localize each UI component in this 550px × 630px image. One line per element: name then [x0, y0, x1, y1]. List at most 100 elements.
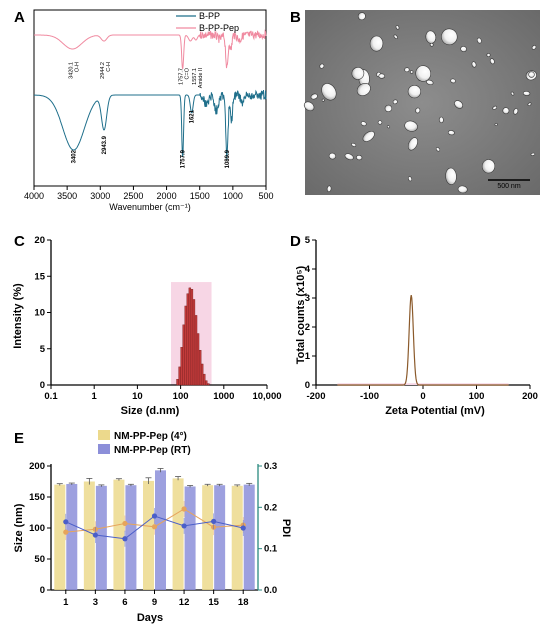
- dls-bar: [184, 305, 187, 386]
- x-tick-label-a: 2500: [123, 191, 143, 201]
- dls-bar: [180, 347, 183, 386]
- scale-bar-label: 500 nm: [497, 183, 521, 190]
- peak-group-pep: Amide II: [198, 68, 204, 89]
- x-tick-label-a: 4000: [24, 191, 44, 201]
- tem-particle: [369, 35, 384, 52]
- tem-particle: [356, 154, 363, 161]
- peak-label-pp: 1621: [190, 109, 196, 123]
- legend-a: B-PP B-PP-Pep: [176, 11, 239, 33]
- dls-axes: 0 5 10 15 20 0.1 1 10 100 1000 10,000: [34, 235, 281, 402]
- pdi-point-4c: [181, 506, 187, 512]
- y-tick-label-e: 50: [34, 554, 45, 565]
- panel-label-b: B: [290, 9, 301, 26]
- bar-rt: [66, 483, 78, 590]
- tem-particle: [321, 98, 325, 102]
- tem-particle: [407, 85, 422, 99]
- legend-label-rt: NM-PP-Pep (RT): [114, 445, 191, 456]
- dls-bar: [200, 363, 204, 386]
- tem-particle: [415, 107, 421, 114]
- tem-image: [305, 10, 540, 195]
- x-tick-label-d: 0: [420, 391, 425, 402]
- x-tick-label-c: 1: [92, 391, 98, 402]
- tem-particle: [492, 105, 497, 110]
- y-tick-label-d: 1: [305, 351, 311, 362]
- tem-particle: [450, 78, 456, 84]
- bar-4c: [113, 479, 125, 590]
- stability-bars: [54, 468, 255, 590]
- tem-particle: [351, 142, 357, 147]
- pdi-point-rt: [211, 518, 217, 524]
- tem-particle: [486, 53, 491, 57]
- y-axis-label-right-e: PDI: [280, 519, 292, 537]
- bar-4c: [172, 478, 184, 590]
- tem-particle: [303, 101, 315, 112]
- peak-group-pep: O-H: [74, 62, 80, 72]
- y-axis-label-d: Total counts (x10⁵): [295, 265, 307, 364]
- tem-particle: [407, 137, 418, 151]
- x-tick-label-d: -100: [360, 391, 379, 402]
- bar-4c: [231, 485, 243, 590]
- tem-particle: [471, 61, 477, 68]
- dls-bar: [205, 380, 208, 386]
- bar-rt: [214, 485, 226, 590]
- peak-group-pep: C=O: [185, 67, 191, 79]
- dls-bar: [188, 287, 192, 386]
- x-tick-label-c: 10,000: [252, 391, 281, 402]
- y-tick-label-right-e: 0.3: [264, 461, 277, 472]
- tem-particle: [360, 121, 367, 127]
- tem-particles: [303, 12, 537, 194]
- tem-particle: [351, 67, 365, 80]
- pdi-lines: [63, 500, 246, 547]
- tem-particle: [528, 71, 535, 78]
- y-tick-label-e: 0: [40, 585, 45, 596]
- x-tick-label-c: 0.1: [44, 391, 58, 402]
- tem-particle: [460, 45, 467, 53]
- peak-label-pp: 1757.9: [181, 149, 187, 168]
- dls-bar: [203, 373, 206, 386]
- x-tick-label-a: 1000: [223, 191, 243, 201]
- bar-rt: [184, 486, 196, 590]
- tem-particle: [386, 125, 391, 129]
- peak-label-pp: 1089.9: [225, 149, 231, 168]
- tem-particle: [489, 58, 495, 65]
- bar-4c: [83, 481, 95, 590]
- peak-label-pep: 3420.1: [68, 62, 74, 79]
- x-tick-label-d: 200: [522, 391, 538, 402]
- peak-label-pp: 2943.9: [102, 135, 108, 154]
- y-axis-label-c: Intensity (%): [12, 283, 24, 349]
- y-tick-label-c: 20: [34, 235, 45, 246]
- bar-rt: [155, 470, 166, 590]
- tem-particle: [392, 99, 398, 105]
- tem-particle: [435, 147, 441, 152]
- tem-particle: [476, 37, 482, 44]
- dls-bar: [194, 315, 198, 386]
- legend-e: NM-PP-Pep (4°) NM-PP-Pep (RT): [98, 430, 191, 456]
- dls-bar: [190, 289, 194, 386]
- pdi-point-rt: [181, 523, 187, 529]
- tem-particle: [404, 120, 418, 132]
- dls-bar: [176, 379, 179, 386]
- y-tick-label-e: 150: [29, 492, 45, 503]
- x-tick-label-e: 15: [208, 597, 219, 608]
- y-axis-label-e: Size (nm): [13, 503, 25, 552]
- tem-particle: [481, 159, 496, 174]
- tem-particle: [457, 185, 468, 194]
- x-tick-label-e: 18: [238, 597, 249, 608]
- bar-4c: [202, 485, 214, 590]
- y-tick-label-d: 5: [305, 235, 311, 246]
- tem-particle: [362, 130, 375, 142]
- tem-particle: [384, 104, 393, 113]
- y-tick-label-d: 2: [305, 322, 310, 333]
- panel-a: A 3420.1 O-H 2944.2 C-H 1757.7 C=O 1557.1 Amide…: [14, 9, 274, 212]
- pdi-point-4c: [122, 520, 128, 527]
- bar-rt: [243, 484, 255, 590]
- x-tick-label-e: 1: [63, 597, 69, 608]
- tem-particle: [377, 120, 383, 125]
- tem-particle: [415, 65, 432, 82]
- tem-particle: [378, 73, 386, 79]
- tem-particle: [328, 152, 336, 160]
- tem-particle: [531, 45, 537, 50]
- panel-e: E NM-PP-Pep (4°) NM-PP-Pep (RT) 0 50 100 15…: [13, 430, 292, 624]
- x-axis-label-e: Days: [137, 612, 163, 624]
